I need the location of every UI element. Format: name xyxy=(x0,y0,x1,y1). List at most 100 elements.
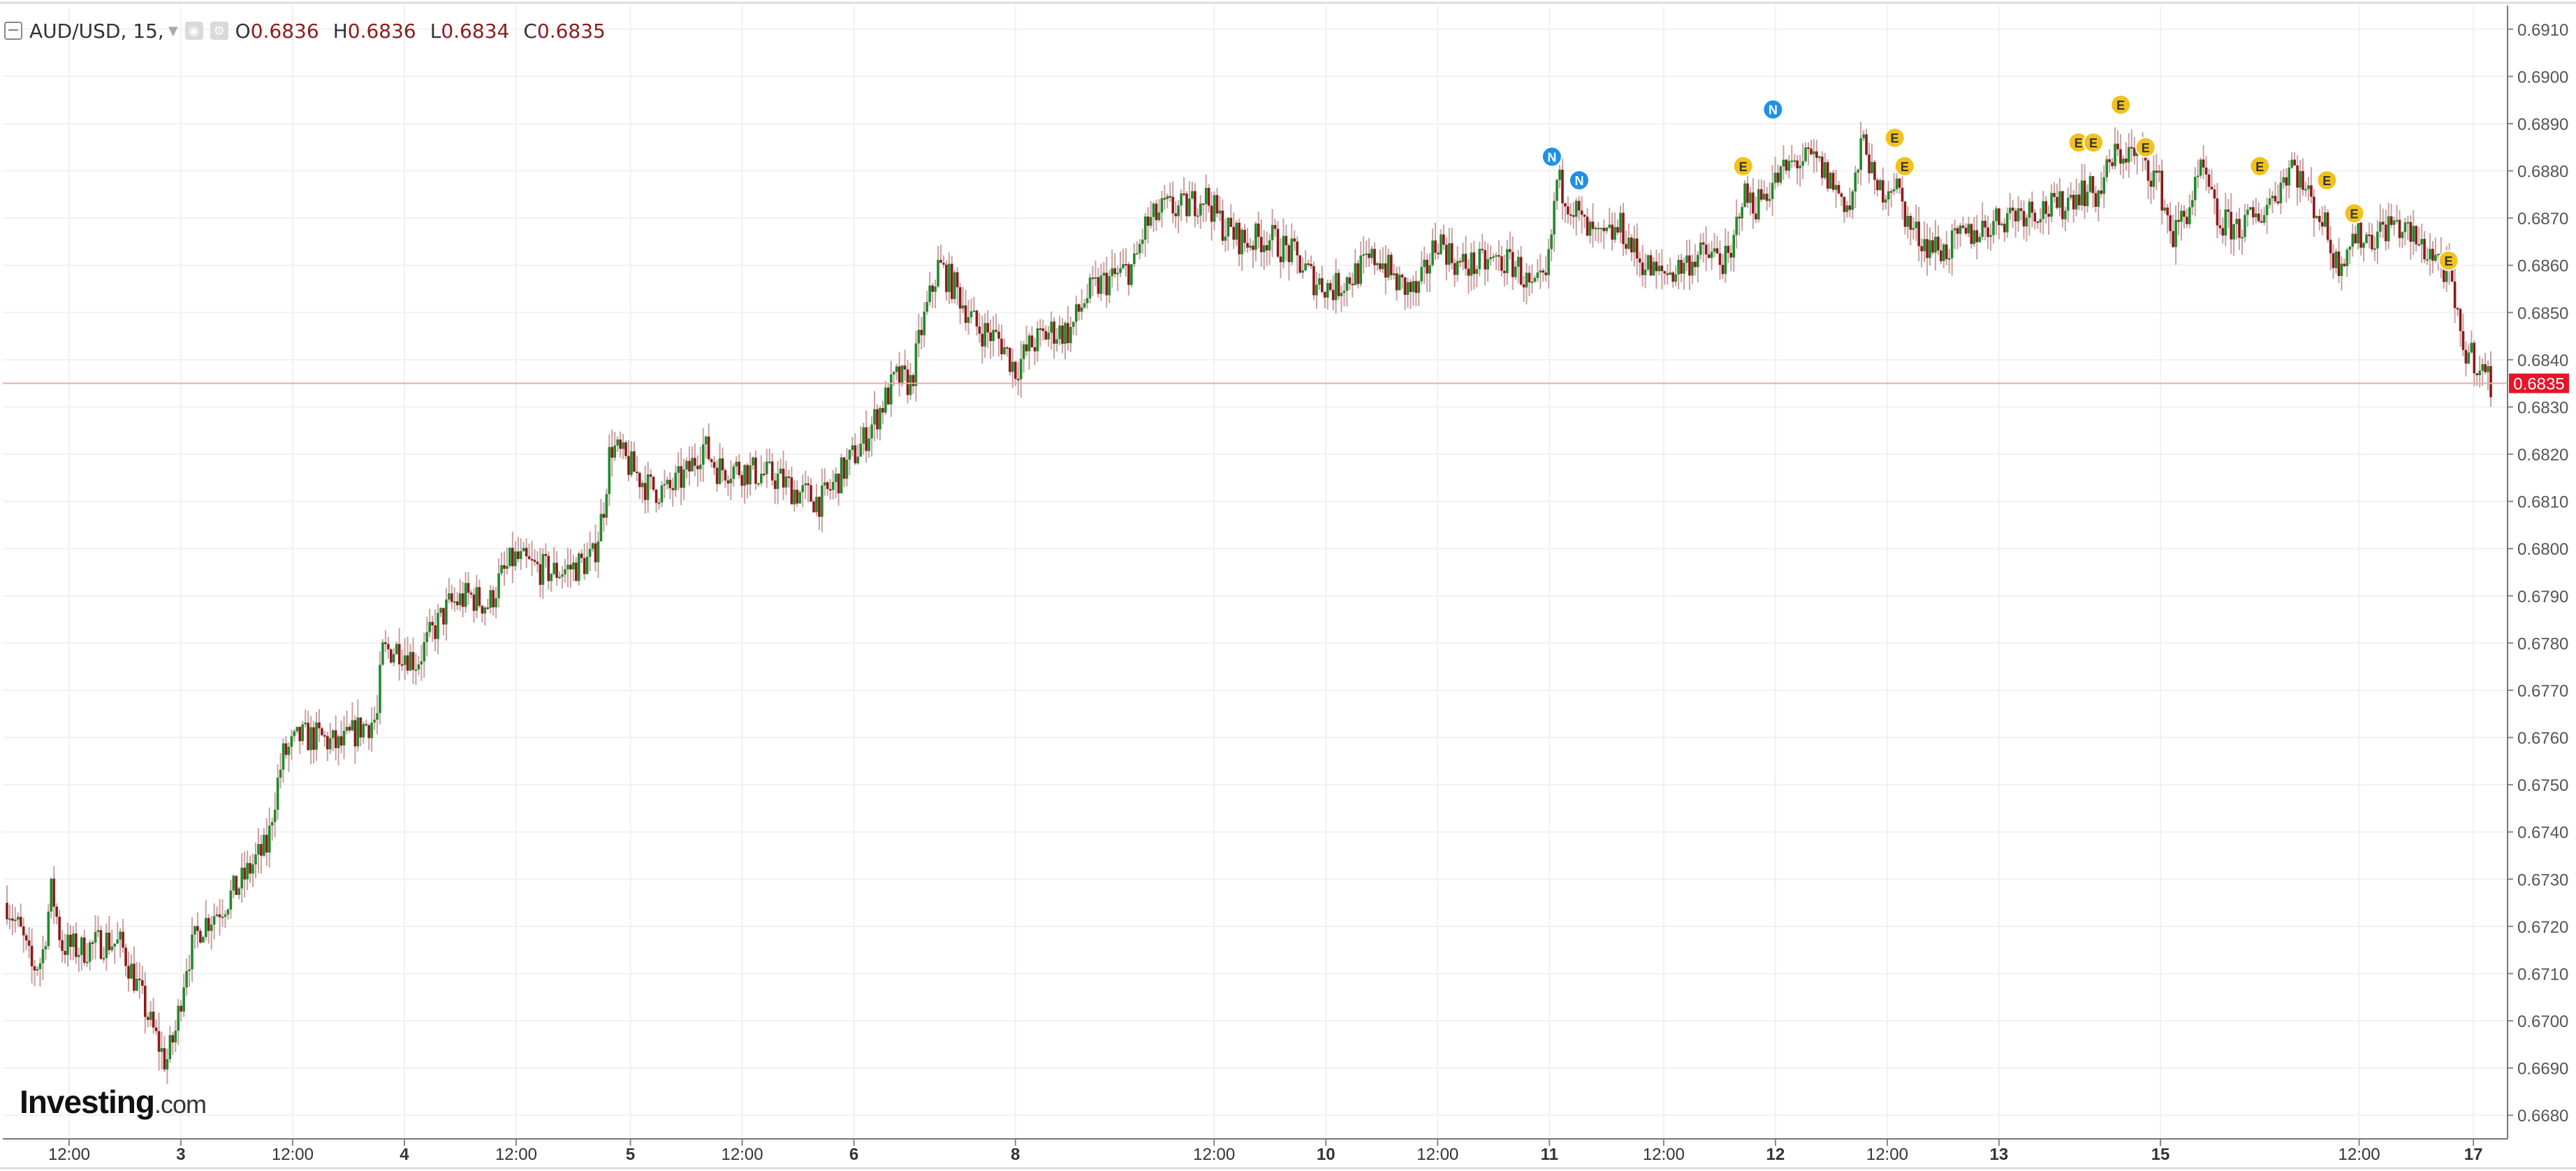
candle-up xyxy=(591,543,594,549)
candle-down xyxy=(334,730,337,748)
candle-up xyxy=(215,914,219,917)
candle-up xyxy=(677,466,680,473)
candle-down xyxy=(1826,162,1829,189)
y-tick-label: 0.6740 xyxy=(2517,824,2568,843)
candle-down xyxy=(2320,221,2324,227)
candle-down xyxy=(2417,244,2420,246)
economic-event-marker[interactable] xyxy=(2249,155,2271,177)
candle-down xyxy=(1752,192,1755,214)
candle-up xyxy=(246,863,249,880)
x-tick-label: 12:00 xyxy=(495,1145,537,1164)
candle-up xyxy=(1912,228,1915,230)
eye-icon[interactable]: ◉ xyxy=(184,22,203,40)
y-tick-label: 0.6730 xyxy=(2517,871,2568,889)
candle-up xyxy=(646,474,650,500)
candle-down xyxy=(1796,160,1799,168)
candle-down xyxy=(1171,196,1175,214)
candle-down xyxy=(995,330,997,332)
candle-down xyxy=(434,625,437,639)
candle-up xyxy=(1782,159,1785,167)
candle-up xyxy=(923,312,926,335)
candle-up xyxy=(2135,152,2139,157)
candle-up xyxy=(1530,282,1534,284)
candle-up xyxy=(605,494,608,518)
candle-down xyxy=(1409,282,1412,292)
economic-event-marker[interactable] xyxy=(2316,170,2338,191)
economic-event-marker[interactable] xyxy=(1732,155,1754,177)
candle-down xyxy=(1442,234,1445,245)
economic-event-marker[interactable] xyxy=(2438,249,2459,271)
news-event-marker[interactable] xyxy=(1568,170,1590,191)
candle-up xyxy=(2235,219,2238,224)
candle-down xyxy=(1329,283,1332,290)
economic-event-marker[interactable] xyxy=(1894,155,1915,177)
candle-up xyxy=(925,302,928,312)
ohlc-values: O0.6836 H0.6836 L0.6834 C0.6835 xyxy=(235,20,606,43)
candle-down xyxy=(1373,249,1376,266)
candle-down xyxy=(1810,148,1813,154)
candle-down xyxy=(2100,190,2103,194)
candle-down xyxy=(1727,245,1730,254)
candle-down xyxy=(492,590,495,608)
candle-up xyxy=(2097,190,2100,208)
candle-down xyxy=(1194,191,1196,217)
candle-down xyxy=(1580,210,1583,215)
candle-down xyxy=(828,488,832,490)
candle-down xyxy=(2202,159,2205,168)
news-event-marker[interactable] xyxy=(1541,146,1563,168)
candle-up xyxy=(166,1059,169,1070)
candle-up xyxy=(1304,263,1307,270)
candle-down xyxy=(1586,217,1589,236)
economic-event-marker[interactable] xyxy=(2110,94,2132,115)
candle-up xyxy=(1282,235,1285,263)
candle-up xyxy=(1262,245,1266,252)
candle-up xyxy=(685,460,688,470)
candle-down xyxy=(2461,330,2465,350)
candle-down xyxy=(1276,228,1280,257)
candle-down xyxy=(643,483,647,500)
candle-down xyxy=(2044,201,2047,214)
candle-down xyxy=(842,457,846,479)
economic-event-marker[interactable] xyxy=(1884,127,1905,149)
symbol-label[interactable]: AUD/USD, 15, xyxy=(29,19,164,43)
candle-up xyxy=(1516,256,1520,267)
candle-up xyxy=(831,481,835,490)
candle-down xyxy=(2343,263,2346,266)
economic-event-marker[interactable] xyxy=(2343,203,2365,224)
candle-down xyxy=(260,844,263,856)
candle-down xyxy=(2384,224,2387,242)
candle-down xyxy=(876,409,879,430)
event-marker-label: E xyxy=(2322,174,2331,188)
candle-down xyxy=(668,479,672,488)
candle-up xyxy=(14,919,17,922)
gear-icon[interactable]: ⚙ xyxy=(210,22,228,40)
economic-event-marker[interactable] xyxy=(2135,136,2156,158)
candle-down xyxy=(688,460,691,472)
candle-down xyxy=(2160,170,2164,211)
candle-up xyxy=(1959,225,1962,234)
economic-event-marker[interactable] xyxy=(2083,131,2105,153)
candle-up xyxy=(1605,227,1609,231)
candle-up xyxy=(2241,237,2244,239)
candle-down xyxy=(1464,254,1468,269)
candle-down xyxy=(2368,234,2371,236)
candle-down xyxy=(2072,194,2075,210)
candle-down xyxy=(1033,347,1037,351)
candle-up xyxy=(597,541,600,562)
candle-down xyxy=(1583,214,1586,217)
candle-up xyxy=(2395,219,2399,221)
candle-up xyxy=(821,485,824,517)
candle-up xyxy=(229,890,233,910)
candle-down xyxy=(312,727,315,750)
y-tick-label: 0.6720 xyxy=(2517,918,2568,937)
news-event-marker[interactable] xyxy=(1762,99,1784,120)
candle-up xyxy=(1166,196,1169,199)
collapse-icon[interactable]: − xyxy=(4,22,22,40)
candle-down xyxy=(2047,214,2050,217)
chevron-down-icon[interactable]: ▼ xyxy=(168,23,178,38)
candle-up xyxy=(1345,277,1349,291)
candle-up xyxy=(1851,191,1854,210)
y-tick-label: 0.6810 xyxy=(2517,493,2568,512)
